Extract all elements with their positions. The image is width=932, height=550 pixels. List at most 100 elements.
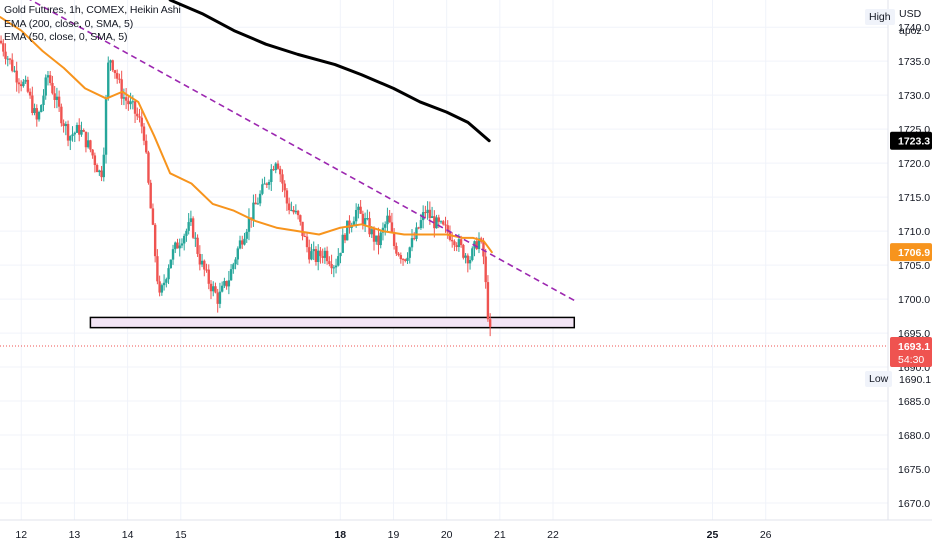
candle-body — [370, 229, 373, 235]
price-tick-label: 1715.0 — [898, 192, 930, 204]
candle-body — [113, 70, 117, 74]
candle-body — [399, 255, 403, 260]
candle-body — [26, 79, 30, 92]
candle-body — [274, 163, 277, 171]
candle-body — [189, 218, 193, 223]
price-label: 1723.3 — [898, 136, 930, 148]
candle-body — [437, 217, 440, 222]
candle-body — [220, 285, 224, 292]
candle-body — [17, 82, 21, 85]
price-axis-bg — [888, 0, 932, 550]
candle-body — [348, 220, 351, 228]
candle-body — [40, 105, 43, 112]
candle-body — [404, 259, 407, 261]
candle-body — [73, 132, 76, 135]
candle-body — [267, 182, 271, 185]
candle-body — [305, 236, 309, 248]
candle-body — [245, 231, 248, 239]
candle-body — [312, 249, 315, 252]
candle-body — [162, 282, 166, 286]
candle-body — [140, 117, 143, 127]
candle-body — [218, 291, 222, 304]
candle-body — [341, 234, 344, 253]
time-tick-label: 25 — [707, 529, 719, 541]
time-tick-label: 21 — [494, 529, 506, 541]
legend-ema200[interactable]: EMA (200, close, 0, SMA, 5) — [4, 17, 134, 30]
candle-body — [444, 224, 447, 226]
candle-body — [19, 84, 23, 87]
candle-body — [205, 269, 208, 271]
candle-body — [408, 247, 411, 258]
legend-ema50[interactable]: EMA (50, close, 0, SMA, 5) — [4, 31, 128, 43]
candle-body — [361, 213, 365, 225]
price-tick-label: 1730.0 — [898, 90, 930, 102]
candle-body — [149, 182, 152, 209]
candle-body — [292, 209, 295, 213]
candle-body — [453, 241, 456, 246]
candle-body — [129, 101, 132, 105]
candle-body — [178, 245, 181, 249]
candle-body — [325, 250, 329, 262]
candle-body — [477, 238, 481, 249]
candle-body — [176, 242, 179, 249]
candle-body — [410, 238, 414, 248]
candle-body — [229, 269, 233, 281]
candle-body — [330, 264, 333, 269]
candle-body — [337, 256, 340, 266]
candle-body — [107, 62, 110, 99]
candle-body — [426, 209, 429, 213]
candle-body — [357, 206, 360, 210]
candle-body — [439, 221, 443, 223]
candle-body — [33, 108, 36, 114]
candle-body — [238, 240, 242, 249]
price-label: 1706.9 — [898, 247, 930, 259]
candle-body — [80, 130, 83, 135]
candle-body — [430, 216, 434, 218]
candle-body — [346, 220, 349, 241]
candle-body — [93, 155, 97, 165]
time-tick-label: 18 — [334, 529, 346, 541]
candle-body — [4, 51, 7, 59]
candle-body — [0, 40, 3, 44]
candle-body — [24, 79, 27, 82]
candle-body — [71, 134, 74, 137]
candle-body — [55, 96, 59, 100]
time-tick-label: 20 — [441, 529, 453, 541]
candle-body — [276, 163, 280, 169]
candle-body — [185, 230, 188, 236]
candle-body — [156, 256, 159, 282]
candle-body — [22, 81, 25, 87]
candle-body — [401, 259, 405, 261]
time-tick-label: 19 — [388, 529, 400, 541]
candle-body — [142, 126, 146, 141]
candle-body — [57, 96, 61, 107]
candle-body — [386, 215, 389, 225]
candle-body — [383, 224, 387, 228]
candle-body — [321, 256, 324, 258]
candle-body — [95, 164, 99, 173]
candle-body — [316, 250, 320, 262]
candle-body — [8, 58, 12, 60]
candle-body — [303, 236, 306, 238]
candle-body — [69, 136, 72, 141]
candle-body — [151, 208, 155, 225]
legend-symbol[interactable]: Gold Futures, 1h, COMEX, Heikin Ashi — [4, 4, 181, 16]
candle-body — [35, 108, 38, 120]
candle-body — [42, 95, 45, 106]
price-label-bg — [890, 336, 932, 367]
time-axis: 12 13 14 15 18 19 20 21 22 25 26 — [0, 519, 932, 550]
price-tick-label: 1680.0 — [898, 430, 930, 442]
candle-body — [200, 260, 204, 265]
candle-body — [308, 247, 311, 260]
candle-body — [395, 245, 398, 254]
candle-body — [319, 250, 322, 257]
candle-body — [279, 168, 282, 175]
candle-body — [459, 239, 463, 246]
candle-body — [127, 100, 130, 105]
candle-body — [232, 264, 235, 270]
candle-body — [165, 279, 168, 283]
candle-body — [482, 241, 485, 257]
candle-body — [212, 286, 215, 292]
